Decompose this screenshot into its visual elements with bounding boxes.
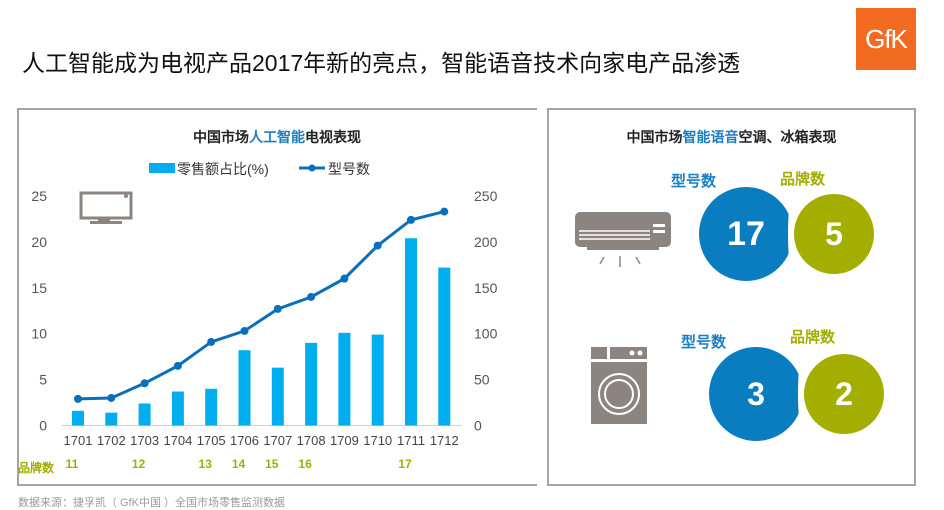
line-point-1702 xyxy=(107,393,116,402)
line-point-1704 xyxy=(173,361,182,370)
tv-icon xyxy=(79,191,133,224)
right-tick-label: 200 xyxy=(474,234,498,250)
title-part: 中国市场 xyxy=(193,129,249,145)
right-tick-label: 50 xyxy=(474,372,490,388)
right-tick-label: 100 xyxy=(474,326,498,342)
right-tick-label: 250 xyxy=(474,188,498,204)
washer-brand-label: 品牌数 xyxy=(790,329,836,346)
brand-count-1707: 15 xyxy=(265,457,279,471)
washing-machine-icon xyxy=(591,347,647,424)
bar-1704 xyxy=(171,391,184,426)
brand-count-label: 品牌数 xyxy=(18,460,55,475)
left-tick-label: 5 xyxy=(39,372,47,388)
left-tick-label: 20 xyxy=(31,234,47,250)
bar-1708 xyxy=(305,342,318,426)
brand-count-1703: 12 xyxy=(132,457,146,471)
brand-count-1701: 11 xyxy=(66,457,79,471)
x-tick-label: 1707 xyxy=(263,433,292,448)
left-tick-label: 10 xyxy=(31,326,47,342)
tv-chart-panel xyxy=(17,108,537,486)
x-tick-label: 1712 xyxy=(430,433,459,448)
data-source: 数据来源：捷孚凯（ GfK中国 ）全国市场零售监测数据 xyxy=(18,497,286,509)
x-tick-label: 1709 xyxy=(330,433,359,448)
chart-legend: 零售额占比(%) 型号数 xyxy=(149,161,370,177)
bar-1703 xyxy=(138,403,151,426)
washer-model-label: 型号数 xyxy=(681,334,727,351)
ac-brand-label: 品牌数 xyxy=(780,171,826,188)
page-title: 人工智能成为电视产品2017年新的亮点，智能语音技术向家电产品渗透 xyxy=(22,50,741,76)
line-point-1703 xyxy=(140,379,149,388)
bar-1712 xyxy=(438,267,451,426)
voice-panel-title: 中国市场智能语音空调、冰箱表现 xyxy=(547,127,916,147)
legend-line-label: 型号数 xyxy=(328,161,370,177)
bar-1702 xyxy=(105,412,118,426)
x-tick-label: 1705 xyxy=(197,433,226,448)
washer-model-count: 3 xyxy=(709,347,803,441)
title-highlight: 智能语音 xyxy=(682,129,739,145)
bar-1710 xyxy=(371,334,384,426)
brand-count-1711: 17 xyxy=(398,457,412,471)
gfk-logo: GfK xyxy=(856,8,916,70)
bar-1709 xyxy=(338,332,351,426)
bar-1701 xyxy=(72,410,84,426)
line-point-1706 xyxy=(240,326,249,335)
bar-1711 xyxy=(405,238,417,426)
right-tick-label: 0 xyxy=(474,418,482,434)
legend-line-swatch xyxy=(308,164,316,172)
x-tick-label: 1703 xyxy=(130,433,159,448)
line-point-1707 xyxy=(273,304,282,313)
line-point-1710 xyxy=(373,241,382,250)
line-point-1712 xyxy=(440,207,449,216)
title-part: 电视表现 xyxy=(305,129,361,145)
right-tick-label: 150 xyxy=(474,280,498,296)
bar-1707 xyxy=(271,367,284,426)
x-tick-label: 1710 xyxy=(363,433,392,448)
brand-count-1706: 14 xyxy=(232,457,246,471)
voice-panel xyxy=(547,108,916,486)
ac-model-label: 型号数 xyxy=(671,173,717,190)
washer-brand-count: 2 xyxy=(804,354,884,434)
model-count-line xyxy=(77,210,445,401)
x-tick-label: 1708 xyxy=(297,433,326,448)
ac-model-count: 17 xyxy=(699,187,793,281)
brand-count-1708: 16 xyxy=(298,457,312,471)
x-tick-label: 1704 xyxy=(163,433,192,448)
line-point-1709 xyxy=(340,274,349,283)
air-conditioner-icon xyxy=(575,212,671,267)
title-highlight: 人工智能 xyxy=(249,129,305,145)
legend-bar-swatch xyxy=(149,163,175,173)
title-part: 空调、冰箱表现 xyxy=(738,129,837,145)
left-tick-label: 25 xyxy=(31,188,47,204)
line-point-1708 xyxy=(307,292,316,301)
x-tick-label: 1706 xyxy=(230,433,259,448)
line-point-1711 xyxy=(407,215,415,224)
x-tick-label: 1711 xyxy=(397,433,425,448)
line-point-1701 xyxy=(74,394,82,403)
title-part: 中国市场 xyxy=(626,129,683,145)
ac-brand-count: 5 xyxy=(794,194,874,274)
x-tick-label: 1701 xyxy=(64,433,93,448)
line-point-1705 xyxy=(207,337,216,346)
brand-count-1705: 13 xyxy=(199,457,213,471)
tv-chart-title: 中国市场人工智能电视表现 xyxy=(17,127,537,147)
legend-bar-label: 零售额占比(%) xyxy=(177,161,269,177)
left-tick-label: 0 xyxy=(39,418,47,434)
bar-1706 xyxy=(238,350,251,426)
left-tick-label: 15 xyxy=(31,280,47,296)
bar-1705 xyxy=(205,388,218,426)
x-tick-label: 1702 xyxy=(97,433,126,448)
